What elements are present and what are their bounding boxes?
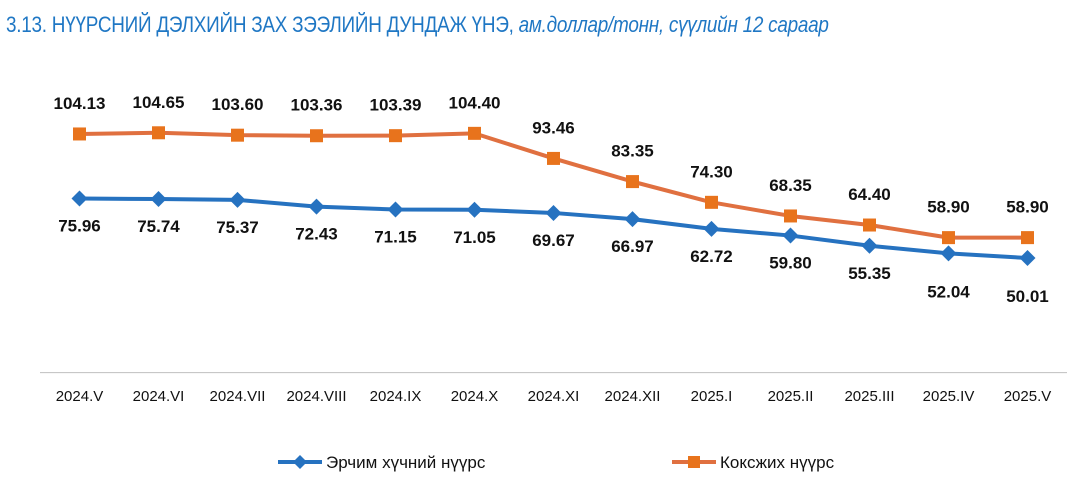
legend-marker-square (688, 456, 700, 468)
data-label: 52.04 (927, 282, 970, 301)
data-label: 74.30 (690, 162, 733, 181)
data-label: 75.37 (216, 218, 259, 237)
data-label: 58.90 (927, 198, 970, 217)
data-point-diamond (940, 245, 957, 262)
title-subtitle: ам.доллар/тонн, сүүлийн 12 сараар (518, 12, 829, 37)
data-point-diamond (861, 237, 878, 254)
legend-label: Коксжих нүүрс (720, 453, 835, 472)
data-point-square (73, 127, 86, 141)
data-label: 104.40 (449, 93, 501, 112)
data-label: 50.01 (1006, 287, 1049, 306)
x-tick-label: 2025.II (768, 388, 814, 405)
data-label: 72.43 (295, 225, 338, 244)
data-label: 58.90 (1006, 198, 1049, 217)
data-point-diamond (1019, 249, 1036, 266)
data-point-diamond (308, 198, 325, 215)
data-label: 103.60 (212, 95, 264, 114)
data-point-square (784, 209, 797, 223)
data-label: 103.39 (370, 96, 422, 115)
data-label: 64.40 (848, 185, 891, 204)
x-tick-label: 2024.XI (528, 388, 580, 405)
data-point-square (1021, 231, 1034, 245)
x-tick-label: 2024.VI (133, 388, 185, 405)
data-label: 55.35 (848, 264, 891, 283)
x-tick-label: 2024.IX (370, 388, 422, 405)
data-point-square (310, 129, 323, 143)
data-point-diamond (782, 227, 799, 244)
data-point-diamond (703, 220, 720, 237)
data-point-square (626, 175, 639, 189)
x-tick-label: 2024.X (451, 388, 499, 405)
data-label: 104.65 (133, 93, 185, 112)
x-tick-label: 2025.III (844, 388, 894, 405)
data-label: 75.74 (137, 217, 180, 236)
data-point-diamond (150, 191, 167, 208)
data-point-square (152, 126, 165, 140)
x-tick-label: 2024.VIII (286, 388, 346, 405)
data-point-diamond (466, 201, 483, 218)
data-point-diamond (229, 191, 246, 208)
x-tick-label: 2024.XII (605, 388, 661, 405)
data-label: 59.80 (769, 254, 812, 273)
data-point-square (468, 126, 481, 140)
data-point-square (863, 218, 876, 232)
data-label: 104.13 (54, 94, 106, 113)
legend-marker-diamond (293, 455, 307, 469)
data-point-square (705, 195, 718, 209)
title-main: 3.13. НҮҮРСНИЙ ДЭЛХИЙН ЗАХ ЗЭЭЛИЙН ДУНДА… (6, 12, 514, 37)
data-label: 69.67 (532, 231, 575, 250)
data-label: 93.46 (532, 118, 575, 137)
data-label: 103.36 (291, 96, 343, 115)
data-label: 71.05 (453, 228, 496, 247)
data-point-diamond (545, 204, 562, 221)
data-point-diamond (624, 211, 641, 228)
data-point-square (389, 129, 402, 143)
data-point-square (547, 151, 560, 165)
data-label: 62.72 (690, 247, 733, 266)
x-tick-label: 2025.V (1004, 388, 1052, 405)
data-label: 71.15 (374, 228, 417, 247)
data-label: 83.35 (611, 142, 654, 161)
data-label: 75.96 (58, 217, 101, 236)
data-label: 68.35 (769, 176, 812, 195)
data-point-square (942, 231, 955, 245)
x-tick-label: 2025.IV (923, 388, 975, 405)
data-point-square (231, 128, 244, 142)
x-tick-label: 2025.I (691, 388, 733, 405)
legend-label: Эрчим хүчний нүүрс (326, 453, 486, 472)
data-label: 66.97 (611, 237, 654, 256)
chart-title: 3.13. НҮҮРСНИЙ ДЭЛХИЙН ЗАХ ЗЭЭЛИЙН ДУНДА… (6, 12, 829, 38)
data-point-diamond (71, 190, 88, 207)
x-tick-label: 2024.V (56, 388, 104, 405)
data-point-diamond (387, 201, 404, 218)
x-tick-label: 2024.VII (210, 388, 266, 405)
